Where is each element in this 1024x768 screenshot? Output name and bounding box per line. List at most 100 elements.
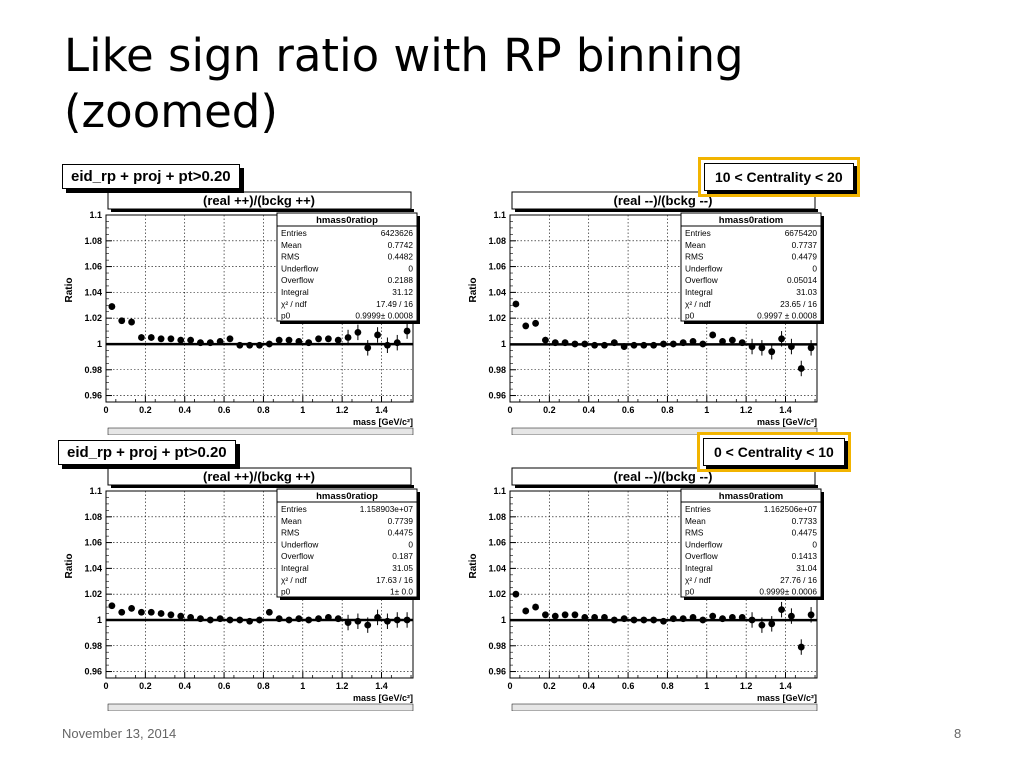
stats-value: 1.162506e+07 (764, 504, 818, 514)
data-point (374, 613, 381, 621)
ratio-plot-mm-0-10: (real --)/(bckg --) 0 0.2 0.4 0.6 0.8 1 1.2 1.4 0… (468, 467, 824, 711)
stats-key: Underflow (685, 539, 723, 549)
x-tick-label: 0.6 (622, 681, 635, 691)
stats-key: RMS (685, 528, 704, 538)
data-point (236, 341, 244, 349)
stats-key: Overflow (685, 551, 719, 561)
data-point (758, 621, 766, 629)
data-point (669, 615, 677, 623)
y-tick-label: 1.04 (488, 287, 506, 297)
data-point (581, 340, 589, 348)
x-tick-label: 0.4 (582, 405, 595, 415)
y-tick-label: 1.06 (84, 538, 102, 548)
x-tick-label: 1.2 (740, 681, 753, 691)
stats-value: 1.158903e+07 (360, 504, 414, 514)
x-tick-label: 0.6 (622, 405, 635, 415)
stats-key: Entries (281, 504, 307, 514)
data-point (512, 590, 520, 598)
x-tick-label: 1.4 (779, 405, 792, 415)
data-point (118, 608, 126, 616)
y-tick-label: 0.96 (488, 391, 506, 401)
data-point (265, 608, 273, 616)
data-point (699, 616, 707, 624)
data-point (532, 603, 539, 611)
stats-key: Entries (685, 228, 711, 238)
stats-value: 17.49 / 16 (376, 299, 413, 309)
data-point (601, 613, 608, 621)
x-tick-label: 0.6 (218, 681, 231, 691)
stats-key: Underflow (281, 539, 319, 549)
data-point (354, 328, 362, 336)
data-point (650, 616, 658, 624)
bottom-strip (107, 703, 414, 711)
stats-key: RMS (281, 528, 300, 538)
x-tick-label: 0.2 (543, 405, 556, 415)
data-point (522, 607, 530, 615)
data-point (275, 615, 283, 623)
y-tick-label: 0.96 (84, 391, 102, 401)
x-tick-label: 0.6 (218, 405, 231, 415)
data-point (334, 615, 342, 623)
stats-value: 31.03 (796, 287, 817, 297)
data-point (709, 331, 717, 339)
stats-value: 0.7737 (792, 240, 818, 250)
stats-value: 0 (812, 263, 817, 273)
data-point (246, 617, 254, 625)
y-tick-label: 1.1 (493, 486, 506, 496)
stats-value: 0.2188 (388, 275, 414, 285)
stats-value: 0.4475 (388, 528, 414, 538)
data-point (246, 341, 254, 349)
stats-key: Entries (281, 228, 307, 238)
stats-key: χ² / ndf (281, 575, 307, 585)
data-point (108, 602, 116, 610)
x-tick-label: 0 (103, 405, 108, 415)
data-point (591, 341, 599, 349)
data-point (719, 337, 726, 345)
data-point (167, 335, 175, 343)
x-axis-title: mass [GeV/c²] (757, 417, 817, 427)
y-tick-label: 1.08 (84, 512, 102, 522)
y-tick-label: 1.02 (84, 589, 102, 599)
x-tick-label: 0.2 (139, 405, 152, 415)
stats-key: Mean (281, 516, 302, 526)
x-tick-label: 1 (300, 681, 305, 691)
stats-value: 0.9999± 0.0006 (759, 587, 817, 597)
data-point (216, 615, 224, 623)
data-point (512, 300, 520, 308)
stats-key: p0 (685, 311, 695, 321)
data-point (138, 334, 145, 341)
x-tick-label: 0.4 (178, 405, 191, 415)
data-point (542, 611, 549, 619)
data-point (384, 617, 391, 625)
chart-title-shadow (111, 485, 414, 488)
data-point (177, 336, 185, 344)
x-tick-label: 1 (704, 405, 709, 415)
stats-value: 0.05014 (787, 275, 817, 285)
data-point (610, 339, 618, 347)
data-point (778, 606, 785, 614)
chart-title: (real ++)/(bckg ++) (203, 469, 315, 484)
stats-key: Overflow (685, 275, 719, 285)
x-tick-label: 1.2 (336, 681, 349, 691)
x-tick-label: 0.8 (257, 405, 270, 415)
stats-box (276, 488, 418, 598)
row-label-top: eid_rp + proj + pt>0.20 (62, 164, 240, 189)
data-point (226, 616, 234, 624)
data-point (285, 336, 293, 344)
data-point (571, 340, 579, 348)
data-point (719, 615, 726, 623)
data-point (620, 343, 628, 350)
y-tick-label: 1.1 (89, 486, 102, 496)
stats-value: 0.7742 (388, 240, 414, 250)
data-point (709, 612, 717, 620)
stats-value: 23.65 / 16 (780, 299, 817, 309)
stats-key: Integral (685, 287, 713, 297)
data-point (384, 341, 391, 349)
stats-box (276, 212, 418, 322)
y-tick-label: 0.96 (84, 667, 102, 677)
stats-value: 0.9997 ± 0.0008 (757, 311, 817, 321)
data-point (315, 335, 322, 343)
data-point (581, 613, 589, 621)
y-tick-label: 1.04 (84, 287, 102, 297)
data-point (295, 337, 303, 345)
